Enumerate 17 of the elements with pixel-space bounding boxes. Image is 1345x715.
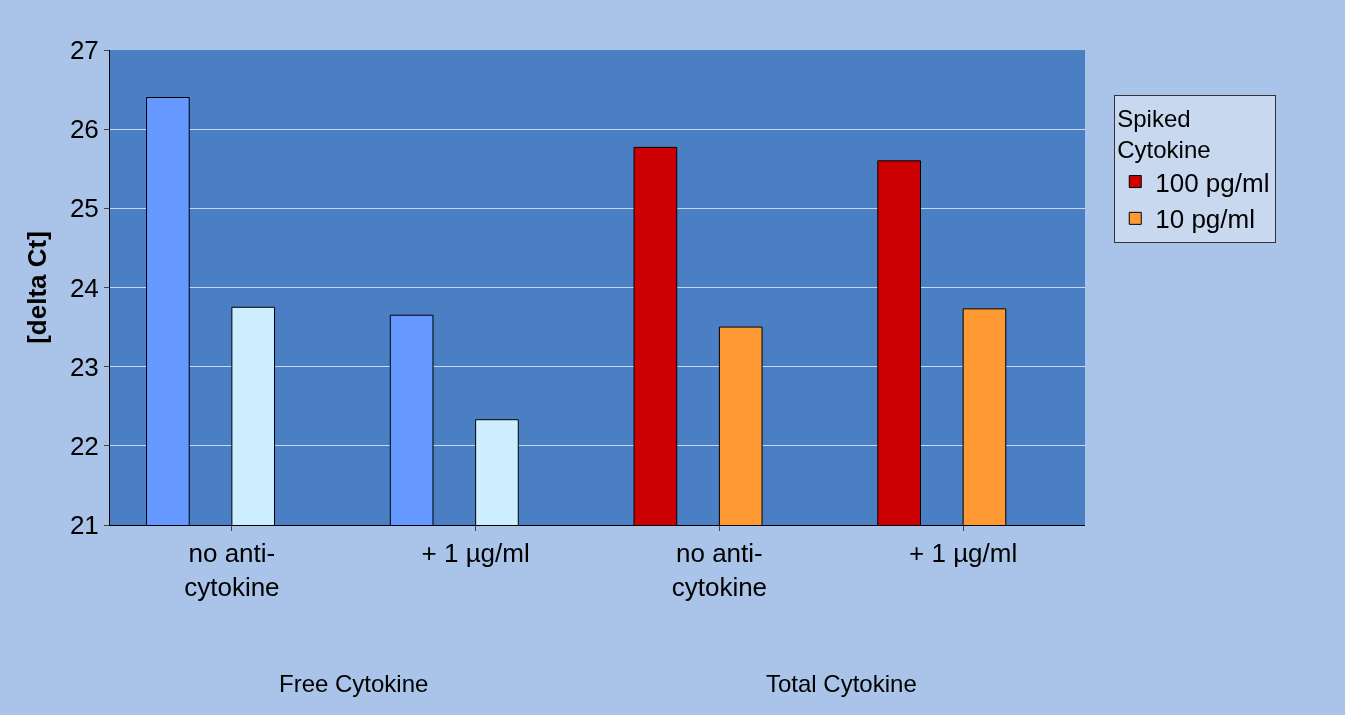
y-tick-label: 27 xyxy=(69,35,99,66)
legend-label: 10 pg/ml xyxy=(1155,204,1255,235)
x-tick-label: no anti- cytokine xyxy=(184,538,280,602)
legend-label: 100 pg/ml xyxy=(1155,167,1270,198)
y-tick-label: 21 xyxy=(69,510,99,541)
x-tick-label: + 1 µg/ml xyxy=(909,538,1018,569)
x-tick-label: + 1 µg/ml xyxy=(421,538,530,569)
y-tick-label: 22 xyxy=(69,430,99,461)
y-tick-label: 23 xyxy=(69,351,99,382)
y-tick-label: 24 xyxy=(69,272,99,303)
text: Total Cytokine xyxy=(766,670,917,697)
x-tick-label: no anti- cytokine xyxy=(671,538,768,602)
legend-title: Spiked Cytokine xyxy=(1117,104,1211,164)
y-tick-label: 26 xyxy=(69,114,99,145)
y-axis-title: [delta Ct] xyxy=(22,231,53,344)
text: Free Cytokine xyxy=(279,670,429,697)
y-tick-label: 25 xyxy=(69,193,99,224)
